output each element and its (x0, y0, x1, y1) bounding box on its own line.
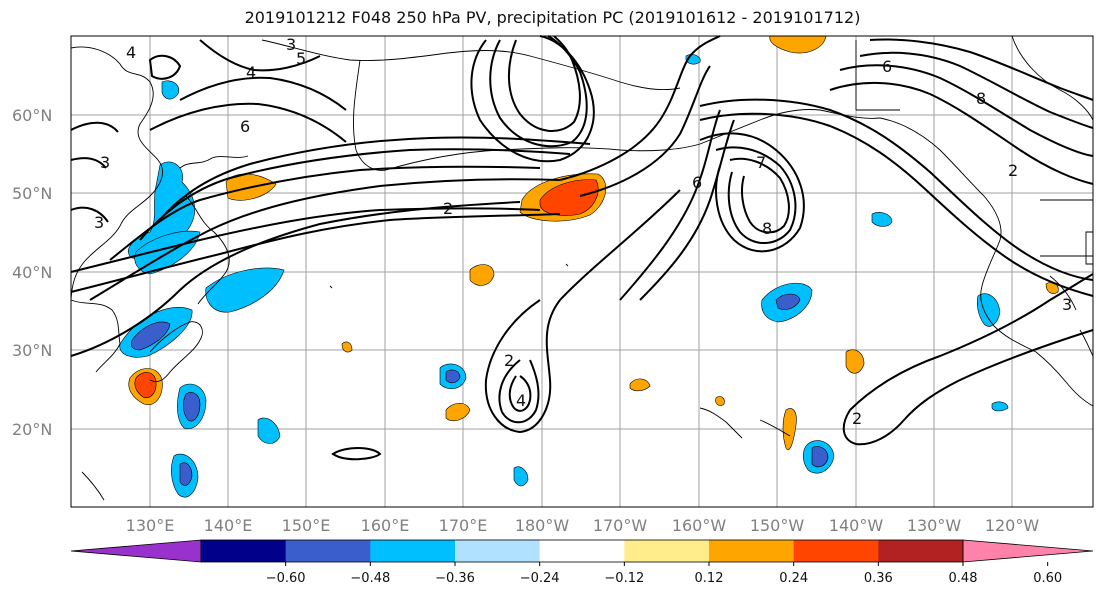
colorbar-tick-label: 0.24 (779, 571, 808, 586)
colorbar-segment (201, 540, 287, 562)
pv-contours (70, 35, 1094, 461)
colorbar-extend-low (70, 539, 202, 563)
contour-label: 2 (443, 199, 453, 218)
colorbar-extend-high (962, 539, 1094, 563)
lon-label: 160°E (361, 516, 410, 535)
precip-blob-negative (513, 466, 529, 487)
contour-label: 4 (516, 391, 526, 410)
contour-label: 6 (882, 57, 892, 76)
lon-label: 130°E (126, 516, 175, 535)
precip-blob-positive (845, 349, 865, 374)
precip-blob-negative (445, 369, 461, 384)
precip-blob-positive (134, 372, 157, 398)
lon-label: 150°W (750, 516, 805, 535)
colorbar: −0.60 −0.48 −0.36 −0.24 −0.12 0.12 0.24 0.36 0.4… (70, 539, 1094, 586)
contour-label: 8 (762, 219, 772, 238)
lon-label: 180°W (515, 516, 570, 535)
contour-labels: 2 3 3 4 4 5 6 3 7 8 8 6 6 2 4 2 3 2 (94, 35, 1072, 428)
precip-blob-positive (769, 35, 827, 54)
contour-label: 3 (1062, 295, 1072, 314)
lon-label: 130°W (907, 516, 962, 535)
colorbar-tick-label: −0.24 (520, 571, 560, 586)
colorbar-segment (793, 540, 879, 562)
colorbar-segment (539, 540, 625, 562)
lat-label: 50°N (12, 184, 52, 203)
colorbar-tick-label: 0.60 (1033, 571, 1062, 586)
colorbar-tick-label: −0.36 (435, 571, 475, 586)
lon-label: 170°E (439, 516, 488, 535)
lat-label: 60°N (12, 106, 52, 125)
figure-title: 2019101212 F048 250 hPa PV, precipitatio… (244, 8, 861, 27)
contour-label: 3 (100, 153, 110, 172)
precip-blob-positive (715, 396, 725, 406)
colorbar-segment (455, 540, 541, 562)
contour-label: 7 (756, 153, 766, 172)
colorbar-tick-label: −0.12 (604, 571, 644, 586)
lon-label: 120°W (985, 516, 1040, 535)
colorbar-tick-label: 0.12 (695, 571, 724, 586)
lon-label: 140°E (204, 516, 253, 535)
precip-blob-positive (629, 378, 651, 392)
map-frame (70, 35, 1094, 508)
lat-label: 30°N (12, 341, 52, 360)
precip-blob-negative (161, 80, 180, 100)
colorbar-tick-label: 0.48 (949, 571, 978, 586)
lat-label: 40°N (12, 263, 52, 282)
contour-label: 5 (296, 49, 306, 68)
precip-blob-negative (130, 321, 171, 351)
contour-label: 2 (1008, 161, 1018, 180)
colorbar-tick-label: −0.60 (266, 571, 306, 586)
lon-label: 140°W (829, 516, 884, 535)
contour-label: 4 (126, 43, 136, 62)
contour-label: 6 (240, 117, 250, 136)
colorbar-segment (709, 540, 795, 562)
lat-label: 20°N (12, 420, 52, 439)
colorbar-segment (878, 540, 964, 562)
precip-blob-negative (871, 212, 893, 227)
contour-label: 3 (286, 35, 296, 54)
precip-blob-positive (445, 402, 471, 422)
colorbar-tick-label: −0.48 (350, 571, 390, 586)
precip-blob-negative (811, 446, 829, 468)
longitude-labels: 130°E 140°E 150°E 160°E 170°E 180°W 170°… (126, 516, 1040, 535)
precip-blob-negative (179, 462, 193, 486)
colorbar-outline (200, 539, 964, 563)
contour-label: 4 (246, 63, 256, 82)
precip-blob-negative (205, 267, 285, 313)
precip-blob-negative (182, 392, 201, 422)
lon-label: 160°W (672, 516, 727, 535)
contour-label: 2 (852, 409, 862, 428)
lon-label: 170°W (593, 516, 648, 535)
lon-label: 150°E (282, 516, 331, 535)
contour-label: 2 (504, 351, 514, 370)
precip-blob-positive (469, 264, 495, 286)
contour-label: 6 (692, 173, 702, 192)
colorbar-tick-label: 0.36 (864, 571, 893, 586)
precip-blob-positive (539, 179, 599, 216)
precip-blob-negative (775, 293, 801, 310)
precip-blob-negative (257, 417, 281, 444)
latitude-labels: 60°N 50°N 40°N 30°N 20°N (12, 106, 52, 439)
colorbar-segment (285, 540, 371, 562)
colorbar-segment (624, 540, 710, 562)
colorbar-segment (370, 540, 456, 562)
precip-blob-positive (782, 408, 797, 450)
contour-label: 8 (976, 89, 986, 108)
contour-label: 3 (94, 213, 104, 232)
precip-blob-positive (341, 341, 353, 353)
precip-blob-negative (991, 401, 1009, 412)
